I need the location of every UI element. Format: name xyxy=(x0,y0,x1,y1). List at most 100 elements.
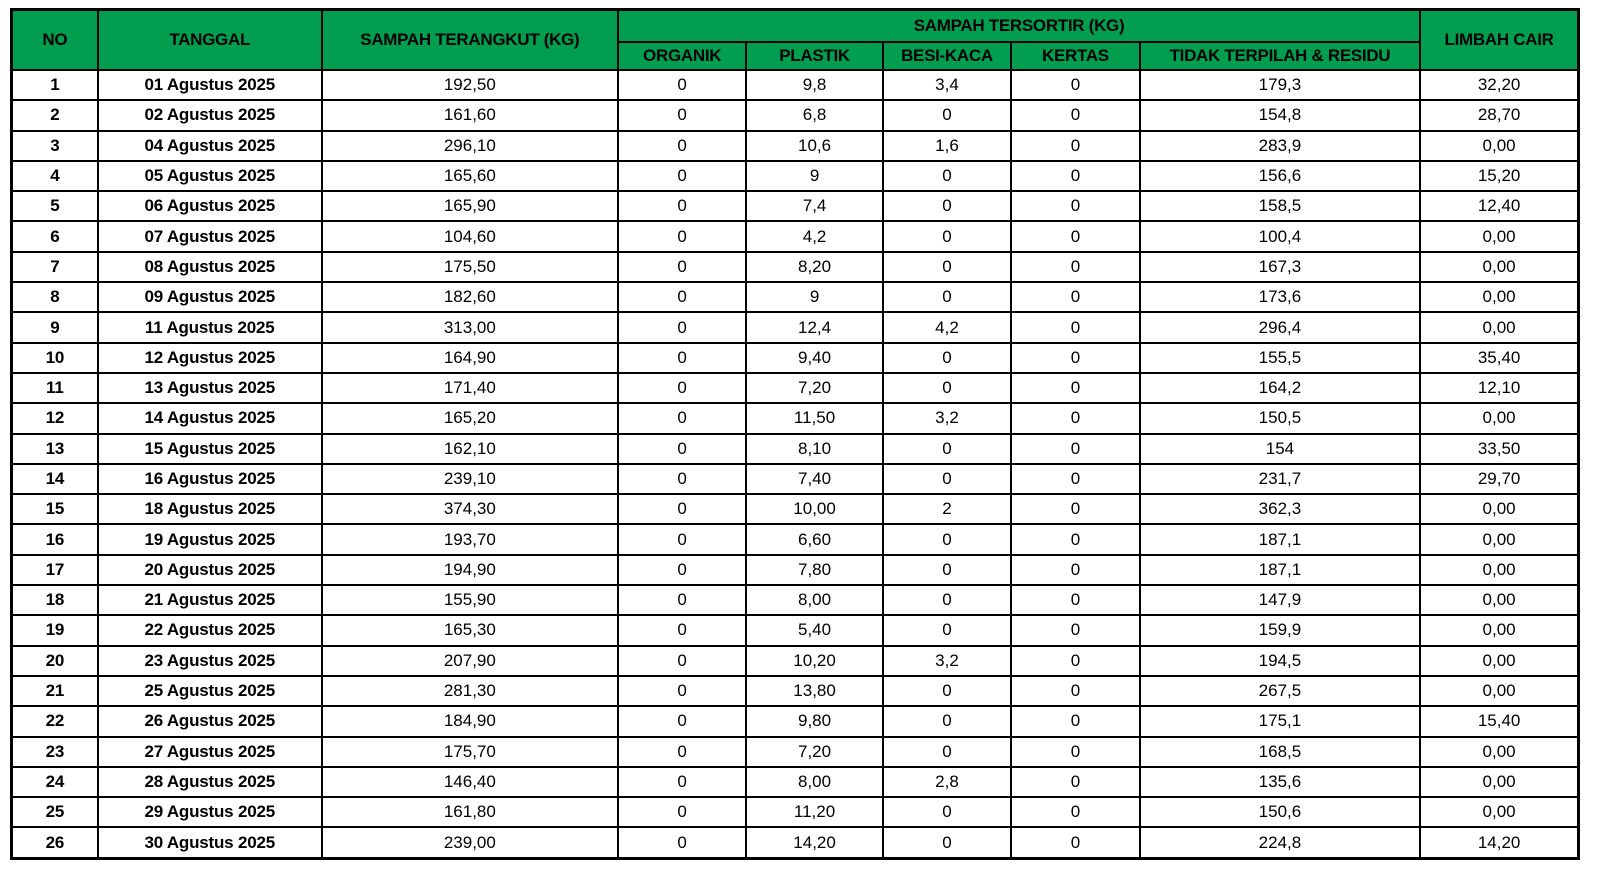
table-row: 9 11 Agustus 2025 313,00 0 12,4 4,2 0 296,4 0,00 xyxy=(10,311,1580,344)
cell-kertas: 0 xyxy=(1010,190,1141,223)
cell-organik: 0 xyxy=(616,493,748,526)
cell-tidak-terpilah: 231,7 xyxy=(1138,462,1422,496)
cell-tidak-terpilah: 187,1 xyxy=(1138,523,1422,556)
cell-besi-kaca: 0 xyxy=(881,371,1013,405)
cell-tidak-terpilah: 159,9 xyxy=(1138,614,1422,647)
cell-sampah-terangkut: 193,70 xyxy=(320,523,619,556)
cell-plastik: 13,80 xyxy=(745,674,884,708)
cell-tanggal: 20 Agustus 2025 xyxy=(96,553,323,587)
header-besi-kaca: BESI-KACA xyxy=(881,41,1013,71)
cell-tanggal: 16 Agustus 2025 xyxy=(96,462,323,496)
cell-sampah-terangkut: 184,90 xyxy=(320,705,619,738)
cell-besi-kaca: 0 xyxy=(881,614,1013,647)
cell-tanggal: 07 Agustus 2025 xyxy=(96,220,323,253)
cell-kertas: 0 xyxy=(1010,462,1141,496)
cell-kertas: 0 xyxy=(1010,826,1141,860)
cell-limbah-cair: 0,00 xyxy=(1419,402,1580,435)
cell-no: 21 xyxy=(10,674,99,708)
cell-plastik: 6,8 xyxy=(745,99,884,132)
table-row: 26 30 Agustus 2025 239,00 0 14,20 0 0 224,8 14,2… xyxy=(10,826,1580,860)
cell-organik: 0 xyxy=(616,735,748,768)
cell-kertas: 0 xyxy=(1010,584,1141,617)
cell-besi-kaca: 1,6 xyxy=(881,129,1013,162)
cell-sampah-terangkut: 296,10 xyxy=(320,129,619,162)
cell-tidak-terpilah: 150,6 xyxy=(1138,796,1422,829)
cell-kertas: 0 xyxy=(1010,159,1141,193)
table-body: 1 01 Agustus 2025 192,50 0 9,8 3,4 0 179,3 32,20… xyxy=(10,68,1580,860)
table-row: 1 01 Agustus 2025 192,50 0 9,8 3,4 0 179,3 32,20 xyxy=(10,68,1580,102)
cell-tanggal: 30 Agustus 2025 xyxy=(96,826,323,860)
cell-tidak-terpilah: 155,5 xyxy=(1138,341,1422,374)
cell-kertas: 0 xyxy=(1010,281,1141,314)
cell-organik: 0 xyxy=(616,371,748,405)
cell-tidak-terpilah: 156,6 xyxy=(1138,159,1422,193)
cell-sampah-terangkut: 175,70 xyxy=(320,735,619,768)
cell-limbah-cair: 0,00 xyxy=(1419,311,1580,344)
cell-tanggal: 06 Agustus 2025 xyxy=(96,190,323,223)
cell-no: 10 xyxy=(10,341,99,374)
waste-table: NO TANGGAL SAMPAH TERANGKUT (KG) SAMPAH … xyxy=(10,8,1580,860)
cell-limbah-cair: 0,00 xyxy=(1419,735,1580,768)
table-row: 3 04 Agustus 2025 296,10 0 10,6 1,6 0 283,9 0,00 xyxy=(10,129,1580,162)
cell-limbah-cair: 29,70 xyxy=(1419,462,1580,496)
cell-besi-kaca: 0 xyxy=(881,523,1013,556)
cell-tanggal: 11 Agustus 2025 xyxy=(96,311,323,344)
cell-no: 11 xyxy=(10,371,99,405)
cell-limbah-cair: 15,40 xyxy=(1419,705,1580,738)
cell-organik: 0 xyxy=(616,674,748,708)
cell-limbah-cair: 0,00 xyxy=(1419,281,1580,314)
cell-no: 7 xyxy=(10,250,99,284)
cell-tanggal: 21 Agustus 2025 xyxy=(96,584,323,617)
cell-no: 5 xyxy=(10,190,99,223)
cell-tidak-terpilah: 168,5 xyxy=(1138,735,1422,768)
cell-limbah-cair: 0,00 xyxy=(1419,250,1580,284)
cell-tidak-terpilah: 164,2 xyxy=(1138,371,1422,405)
cell-sampah-terangkut: 104,60 xyxy=(320,220,619,253)
table-row: 14 16 Agustus 2025 239,10 0 7,40 0 0 231,7 29,70 xyxy=(10,462,1580,496)
cell-kertas: 0 xyxy=(1010,99,1141,132)
cell-sampah-terangkut: 175,50 xyxy=(320,250,619,284)
cell-besi-kaca: 0 xyxy=(881,553,1013,587)
cell-besi-kaca: 4,2 xyxy=(881,311,1013,344)
cell-tidak-terpilah: 283,9 xyxy=(1138,129,1422,162)
cell-besi-kaca: 0 xyxy=(881,462,1013,496)
cell-plastik: 14,20 xyxy=(745,826,884,860)
cell-no: 22 xyxy=(10,705,99,738)
cell-no: 16 xyxy=(10,523,99,556)
cell-no: 20 xyxy=(10,644,99,677)
cell-limbah-cair: 28,70 xyxy=(1419,99,1580,132)
cell-tidak-terpilah: 147,9 xyxy=(1138,584,1422,617)
cell-plastik: 9 xyxy=(745,159,884,193)
header-tanggal: TANGGAL xyxy=(96,8,323,71)
cell-limbah-cair: 0,00 xyxy=(1419,129,1580,162)
cell-besi-kaca: 0 xyxy=(881,674,1013,708)
cell-no: 9 xyxy=(10,311,99,344)
cell-sampah-terangkut: 281,30 xyxy=(320,674,619,708)
cell-limbah-cair: 12,40 xyxy=(1419,190,1580,223)
cell-besi-kaca: 0 xyxy=(881,584,1013,617)
cell-kertas: 0 xyxy=(1010,311,1141,344)
cell-no: 17 xyxy=(10,553,99,587)
cell-besi-kaca: 0 xyxy=(881,826,1013,860)
table-row: 2 02 Agustus 2025 161,60 0 6,8 0 0 154,8 28,70 xyxy=(10,99,1580,132)
header-sampah-terangkut: SAMPAH TERANGKUT (KG) xyxy=(320,8,619,71)
cell-organik: 0 xyxy=(616,99,748,132)
cell-no: 12 xyxy=(10,402,99,435)
cell-organik: 0 xyxy=(616,190,748,223)
cell-no: 24 xyxy=(10,765,99,799)
cell-plastik: 8,10 xyxy=(745,432,884,465)
cell-tanggal: 18 Agustus 2025 xyxy=(96,493,323,526)
cell-tanggal: 23 Agustus 2025 xyxy=(96,644,323,677)
cell-tanggal: 22 Agustus 2025 xyxy=(96,614,323,647)
cell-no: 8 xyxy=(10,281,99,314)
table-row: 7 08 Agustus 2025 175,50 0 8,20 0 0 167,3 0,00 xyxy=(10,250,1580,284)
cell-plastik: 9 xyxy=(745,281,884,314)
cell-tidak-terpilah: 135,6 xyxy=(1138,765,1422,799)
cell-organik: 0 xyxy=(616,826,748,860)
cell-no: 15 xyxy=(10,493,99,526)
cell-organik: 0 xyxy=(616,584,748,617)
cell-kertas: 0 xyxy=(1010,129,1141,162)
cell-kertas: 0 xyxy=(1010,614,1141,647)
cell-organik: 0 xyxy=(616,644,748,677)
cell-organik: 0 xyxy=(616,311,748,344)
